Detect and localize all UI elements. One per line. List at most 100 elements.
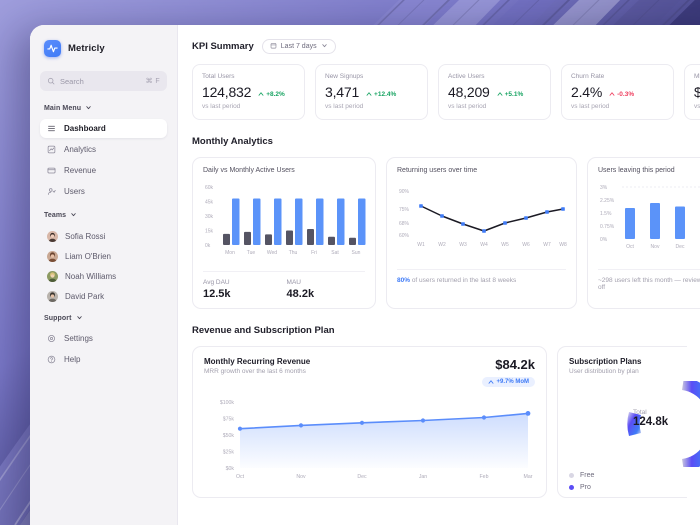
- kpi-subtext: vs last period: [694, 103, 700, 110]
- mrr-amount-block: $84.2k +9.7% MoM: [482, 357, 535, 390]
- spacer: [40, 203, 167, 211]
- svg-text:W5: W5: [501, 242, 509, 248]
- svg-text:Oct: Oct: [236, 474, 245, 480]
- svg-text:2.25%: 2.25%: [600, 198, 615, 204]
- svg-text:3%: 3%: [600, 185, 608, 191]
- kpi-subtext: vs last period: [448, 103, 487, 110]
- avatar: [47, 250, 58, 262]
- arrow-up-icon: [497, 92, 503, 96]
- chart-users-leaving-this-period[interactable]: 3% 2.25% 1.5% 0.75% 0%: [598, 180, 700, 262]
- svg-text:60k: 60k: [205, 185, 214, 191]
- kpi-delta-text: +8.2%: [266, 90, 285, 98]
- chart-returning-users-over-time[interactable]: 90% 75% 68% 60%: [397, 180, 567, 262]
- chevron-down-icon: [321, 42, 328, 51]
- sidebar-item-team-david-park[interactable]: David Park: [40, 286, 167, 306]
- sidebar-item-revenue[interactable]: Revenue: [40, 161, 167, 180]
- legend-label: Free: [580, 472, 595, 479]
- chart-daily-vs-monthly-active-users[interactable]: 60k 45k 30k 15k 0k: [203, 180, 366, 262]
- team-member-name: Liam O'Brien: [65, 251, 111, 261]
- svg-text:Nov: Nov: [296, 474, 306, 480]
- search-input[interactable]: Search ⌘ F: [40, 71, 167, 91]
- kpi-card-mrr[interactable]: MRR $84,2 vs last period: [684, 64, 700, 120]
- svg-text:0k: 0k: [205, 243, 211, 249]
- kpi-label: Churn Rate: [571, 73, 605, 80]
- dashboard-app-window: Metricly Search ⌘ F Main Menu: [30, 25, 700, 525]
- svg-text:Tue: Tue: [247, 250, 256, 256]
- svg-text:W2: W2: [438, 242, 446, 248]
- section-title: Monthly Analytics: [192, 136, 273, 147]
- arrow-down-icon: [609, 92, 615, 96]
- svg-text:0%: 0%: [600, 237, 608, 243]
- legend-item-pro[interactable]: Pro: [569, 484, 676, 491]
- kpi-card-total-users[interactable]: Total Users 124,832 +8.2% vs last period: [192, 64, 305, 120]
- sidebar-item-help[interactable]: Help: [40, 350, 167, 369]
- arrow-up-icon: [489, 380, 494, 384]
- date-range-label: Last 7 days: [280, 43, 317, 50]
- svg-text:1.5%: 1.5%: [600, 211, 612, 217]
- svg-text:Jan: Jan: [419, 474, 427, 480]
- chart-monthly-recurring-revenue[interactable]: $100k $75k $50k $25k $0k: [204, 394, 535, 490]
- plans-subtitle: User distribution by plan: [569, 368, 639, 375]
- svg-text:Mon: Mon: [225, 250, 235, 256]
- date-range-selector[interactable]: Last 7 days: [261, 39, 336, 54]
- svg-text:90%: 90%: [399, 189, 410, 195]
- activity-pulse-icon: [44, 40, 61, 57]
- analytics-panel-row: Daily vs Monthly Active Users 60k 45k 30…: [192, 157, 700, 309]
- svg-text:0.75%: 0.75%: [600, 224, 615, 230]
- kpi-card-churn-rate[interactable]: Churn Rate 2.4% -0.3% vs last period: [561, 64, 674, 120]
- svg-text:Feb: Feb: [480, 474, 489, 480]
- sidebar-item-team-sofia-rossi[interactable]: Sofia Rossi: [40, 226, 167, 246]
- chevron-down-icon: [70, 211, 77, 220]
- nav-group-main-menu[interactable]: Main Menu: [40, 104, 167, 113]
- stat-avg-dau: Avg DAU 12.5k: [203, 279, 231, 300]
- svg-text:Oct: Oct: [626, 244, 634, 250]
- kpi-card-new-signups[interactable]: New Signups 3,471 +12.4% vs last period: [315, 64, 428, 120]
- stat-label: MAU: [286, 279, 301, 286]
- svg-text:$0k: $0k: [226, 466, 235, 472]
- kpi-delta-text: +12.4%: [374, 90, 397, 98]
- svg-text:W1: W1: [417, 242, 425, 248]
- sidebar-item-label: Users: [64, 187, 85, 196]
- svg-text:15k: 15k: [205, 229, 214, 235]
- kpi-card-active-users[interactable]: Active Users 48,209 +5.1% vs last period: [438, 64, 551, 120]
- svg-text:75%: 75%: [399, 207, 410, 213]
- sidebar-item-analytics[interactable]: Analytics: [40, 140, 167, 159]
- sidebar-item-dashboard[interactable]: Dashboard: [40, 119, 167, 138]
- kpi-summary-header: KPI Summary Last 7 days: [192, 39, 700, 54]
- legend-item-free[interactable]: Free: [569, 472, 676, 479]
- sidebar-item-label: Revenue: [64, 166, 97, 175]
- kpi-value: 48,209: [448, 84, 490, 100]
- mrr-title-block: Monthly Recurring Revenue MRR growth ove…: [204, 357, 310, 375]
- svg-text:30k: 30k: [205, 214, 214, 220]
- nav-group-label-text: Main Menu: [44, 105, 82, 112]
- nav-group-teams[interactable]: Teams: [40, 211, 167, 220]
- legend-label: Pro: [580, 484, 591, 491]
- stat-value: 48.2k: [286, 288, 315, 300]
- sidebar-item-settings[interactable]: Settings: [40, 329, 167, 348]
- sidebar-item-team-noah-williams[interactable]: Noah Williams: [40, 266, 167, 286]
- kpi-subtext: vs last period: [202, 103, 241, 110]
- panel-returning-users-over-time: Returning users over time 90% 75% 68% 60…: [386, 157, 577, 309]
- kpi-delta-text: +5.1%: [504, 90, 524, 98]
- svg-text:$25k: $25k: [223, 450, 235, 456]
- mrr-subtitle: MRR growth over the last 6 months: [204, 368, 306, 375]
- search-placeholder: Search: [60, 76, 84, 86]
- svg-text:W8: W8: [559, 242, 567, 248]
- sidebar-item-team-liam-obrien[interactable]: Liam O'Brien: [40, 246, 167, 266]
- donut-total-label: Total: [633, 409, 647, 416]
- avatar: [47, 270, 58, 282]
- revenue-panel-row: Monthly Recurring Revenue MRR growth ove…: [192, 346, 700, 498]
- page-title: KPI Summary: [192, 41, 254, 52]
- team-member-name: Sofia Rossi: [65, 231, 106, 241]
- nav-group-support[interactable]: Support: [40, 314, 167, 323]
- returning-users-footnote-text: of users returned in the last 8 weeks: [410, 277, 517, 284]
- kpi-value: $84,2: [694, 84, 700, 100]
- kpi-delta: -0.3%: [609, 91, 634, 98]
- kpi-delta: +5.1%: [497, 90, 524, 98]
- chart-subscription-plans[interactable]: Total 124.8k: [569, 381, 700, 467]
- returning-users-footnote: 80% of users returned in the last 8 week…: [397, 269, 566, 284]
- sidebar-item-users[interactable]: Users: [40, 182, 167, 201]
- stat-value: 12.5k: [203, 288, 231, 300]
- section-title: Revenue and Subscription Plan: [192, 325, 335, 336]
- monthly-analytics-header: Monthly Analytics: [192, 136, 700, 147]
